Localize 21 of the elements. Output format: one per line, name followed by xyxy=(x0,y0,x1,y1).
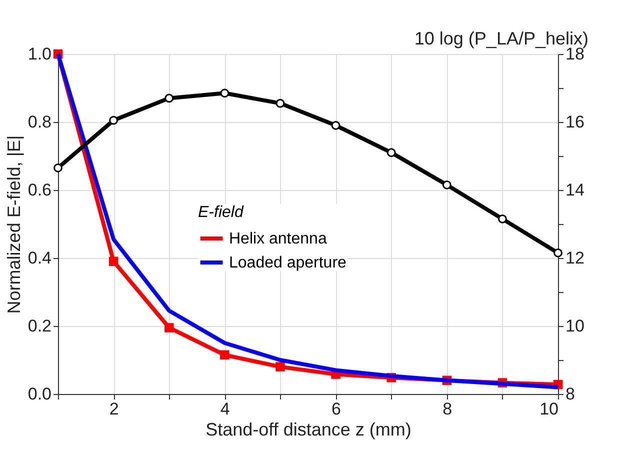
y-tick-label: 0.6 xyxy=(28,180,52,200)
y-axis-title: Normalized E-field, |E| xyxy=(4,135,24,314)
y-tick-label: 0.0 xyxy=(28,384,52,404)
y-tick-label: 0.8 xyxy=(28,112,52,132)
legend-label: Loaded aperture xyxy=(229,254,347,272)
x-tick-label: 8 xyxy=(442,400,452,418)
y2-tick-label: 12 xyxy=(566,248,584,268)
y-tick-label: 1.0 xyxy=(28,44,52,64)
x-tick-label: 4 xyxy=(220,400,230,418)
y2-tick-label: 10 xyxy=(566,316,584,336)
legend-title: E-field xyxy=(198,204,244,221)
y2-tick-label: 16 xyxy=(566,112,584,132)
x-tick-label: 2 xyxy=(109,400,119,418)
y-tick-label: 0.2 xyxy=(28,316,52,336)
x-tick-label: 6 xyxy=(332,400,342,418)
x-tick-label: 10 xyxy=(540,400,558,418)
x-axis-title: Stand-off distance z (mm) xyxy=(206,420,412,440)
y-tick-label: 0.4 xyxy=(28,248,52,268)
y2-tick-label: 14 xyxy=(566,180,584,200)
y2-tick-label: 8 xyxy=(566,384,575,404)
legend-label: Helix antenna xyxy=(229,230,327,248)
